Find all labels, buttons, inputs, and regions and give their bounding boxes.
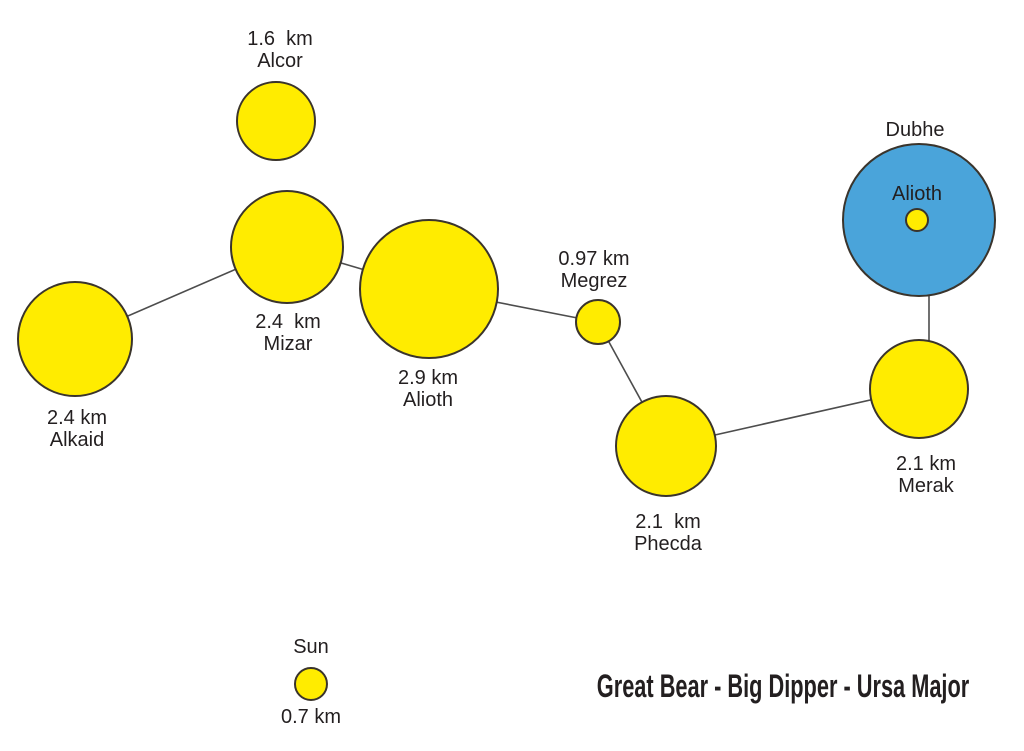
sun-circle [294,667,328,701]
star-label-alkaid: 2.4 km Alkaid [46,407,108,451]
dubhe-inner-alioth-circle [905,208,929,232]
legend-sun: Sun 0.7 km [281,636,341,728]
star-circle-mizar [230,190,344,304]
star-label-mizar: 2.4 km Mizar [255,311,321,355]
diagram-title: Great Bear - Big Dipper - Ursa Major [596,668,970,704]
star-circle-phecda [615,395,717,497]
star-circle-megrez [575,299,621,345]
star-label-megrez: 0.97 km Megrez [558,248,630,292]
star-label-merak: 2.1 km Merak [895,453,957,497]
legend-sun-label: Sun [293,636,329,658]
star-circle-merak [869,339,969,439]
legend-sun-size: 0.7 km [280,706,342,728]
star-label-alcor: 1.6 km Alcor [247,28,313,72]
star-label-alioth: 2.9 km Alioth [397,367,459,411]
star-circle-alkaid [17,281,133,397]
star-circle-alioth [359,219,499,359]
dubhe-inner-alioth-label: Alioth [891,183,943,205]
star-circle-alcor [236,81,316,161]
star-label-dubhe: Dubhe [885,119,945,141]
star-label-phecda: 2.1 km Phecda [634,511,702,555]
